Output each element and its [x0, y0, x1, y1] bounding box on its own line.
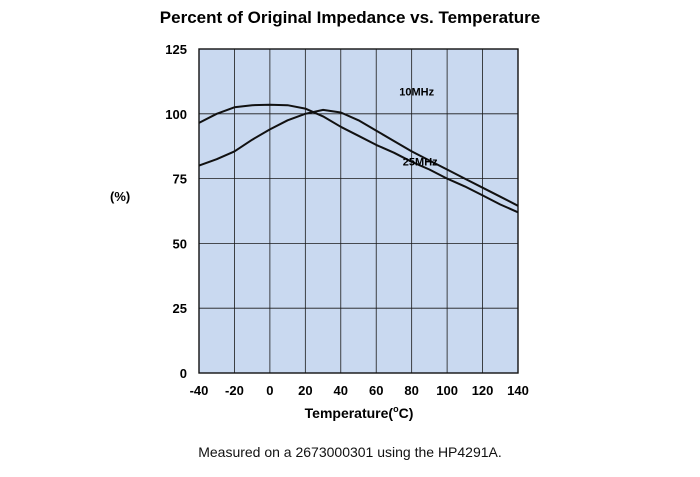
series-line-10MHz: [198, 103, 519, 214]
x-tick-label: 0: [266, 383, 273, 398]
plot-area: [199, 49, 518, 373]
series-line-25MHz: [198, 108, 519, 207]
x-tick-label: -20: [225, 383, 244, 398]
x-axis-label: Temperature(oC): [305, 404, 414, 421]
x-tick-label: 40: [334, 383, 348, 398]
x-tick-label: 120: [472, 383, 494, 398]
x-tick-label: 60: [369, 383, 383, 398]
y-axis-label: (%): [110, 189, 131, 204]
x-tick-label: 140: [507, 383, 529, 398]
y-tick-label: 100: [165, 107, 187, 122]
x-tick-label: -40: [190, 383, 209, 398]
x-tick-label: 20: [298, 383, 312, 398]
y-tick-label: 0: [180, 366, 187, 381]
series-label-10MHz: 10MHz: [399, 87, 434, 99]
x-tick-label: 100: [436, 383, 458, 398]
x-tick-label: 80: [404, 383, 418, 398]
series-label-25MHz: 25MHz: [403, 157, 438, 169]
measurement-note: Measured on a 2673000301 using the HP429…: [198, 444, 502, 460]
y-tick-label: 50: [173, 236, 187, 251]
chart-title: Percent of Original Impedance vs. Temper…: [159, 8, 541, 27]
y-tick-label: 75: [173, 172, 187, 187]
y-tick-label: 25: [173, 301, 187, 316]
y-tick-label: 125: [165, 42, 187, 57]
plot-frame: [198, 48, 519, 374]
